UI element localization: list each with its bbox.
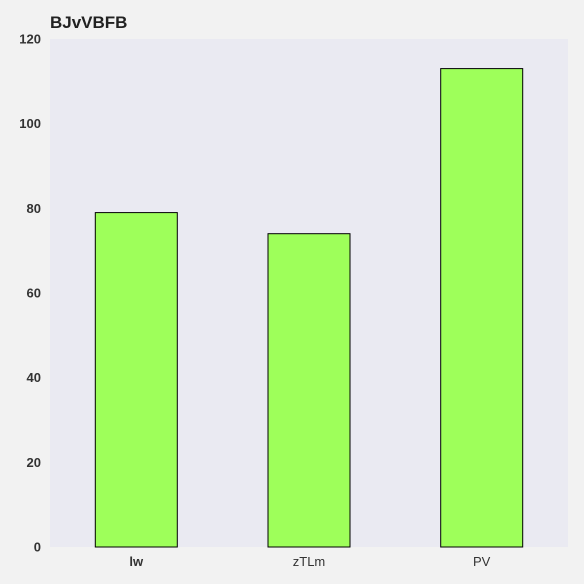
y-axis: 0 20 40 60 80 100 120 [19, 32, 41, 555]
y-tick-label: 20 [27, 455, 41, 470]
bars-group [94, 68, 524, 548]
chart-title: BJvVBFB [50, 13, 127, 32]
y-tick-label: 120 [19, 32, 41, 47]
x-tick-label: zTLm [293, 554, 326, 569]
bar-lw [94, 212, 178, 548]
bar-zTLm [267, 233, 351, 548]
y-tick-label: 40 [27, 370, 41, 385]
y-tick-label: 0 [34, 540, 41, 555]
x-tick-label: PV [473, 554, 491, 569]
y-tick-label: 80 [27, 201, 41, 216]
y-tick-label: 100 [19, 116, 41, 131]
x-tick-label: lw [129, 554, 144, 569]
y-tick-label: 60 [27, 286, 41, 301]
bar-PV [440, 68, 524, 548]
x-axis: lw zTLm PV [129, 554, 490, 569]
